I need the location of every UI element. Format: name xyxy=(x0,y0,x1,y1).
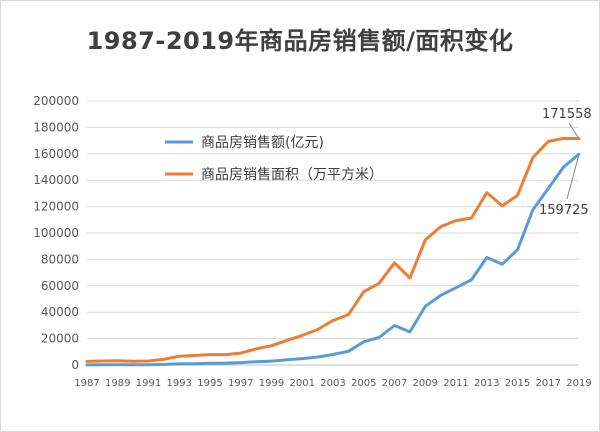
x-tick-label: 1993 xyxy=(167,378,192,389)
x-tick-label: 2007 xyxy=(382,378,407,389)
x-tick-label: 2015 xyxy=(505,378,530,389)
annotation-value-sales: 159725 xyxy=(539,203,589,218)
chart-title: 1987-2019年商品房销售额/面积变化 xyxy=(86,27,514,55)
y-tick-label: 160000 xyxy=(33,147,79,161)
annotation-value-area: 171558 xyxy=(542,107,592,122)
x-tick-label: 2009 xyxy=(413,378,438,389)
legend-label-0: 商品房销售额(亿元) xyxy=(201,135,324,151)
annotation-leader-1 xyxy=(566,154,580,200)
series-line-1 xyxy=(85,136,581,363)
y-tick-label: 180000 xyxy=(33,120,79,134)
x-tick-label: 2011 xyxy=(443,378,468,389)
y-tick-label: 40000 xyxy=(41,305,79,319)
x-tick-label: 2013 xyxy=(474,378,499,389)
x-tick-label: 1999 xyxy=(259,378,284,389)
y-tick-label: 20000 xyxy=(41,332,79,346)
annotation-leader-0 xyxy=(568,122,580,139)
x-tick-label: 2017 xyxy=(536,378,561,389)
x-tick-label: 1989 xyxy=(105,378,130,389)
legend-label-1: 商品房销售面积（万平方米） xyxy=(201,167,383,183)
y-tick-label: 120000 xyxy=(33,200,79,214)
x-tick-label: 2001 xyxy=(290,378,315,389)
series-line-0 xyxy=(85,152,581,367)
y-tick-label: 0 xyxy=(71,358,79,372)
x-tick-label: 2003 xyxy=(320,378,345,389)
y-tick-label: 140000 xyxy=(33,173,79,187)
x-tick-label: 1995 xyxy=(197,378,222,389)
y-tick-label: 80000 xyxy=(41,252,79,266)
x-tick-label: 2005 xyxy=(351,378,376,389)
y-tick-label: 100000 xyxy=(33,226,79,240)
x-tick-label: 1997 xyxy=(228,378,253,389)
x-tick-label: 1987 xyxy=(74,378,99,389)
y-tick-label: 60000 xyxy=(41,279,79,293)
y-tick-label: 200000 xyxy=(33,94,79,108)
x-tick-label: 1991 xyxy=(136,378,161,389)
x-tick-label: 2019 xyxy=(566,378,591,389)
